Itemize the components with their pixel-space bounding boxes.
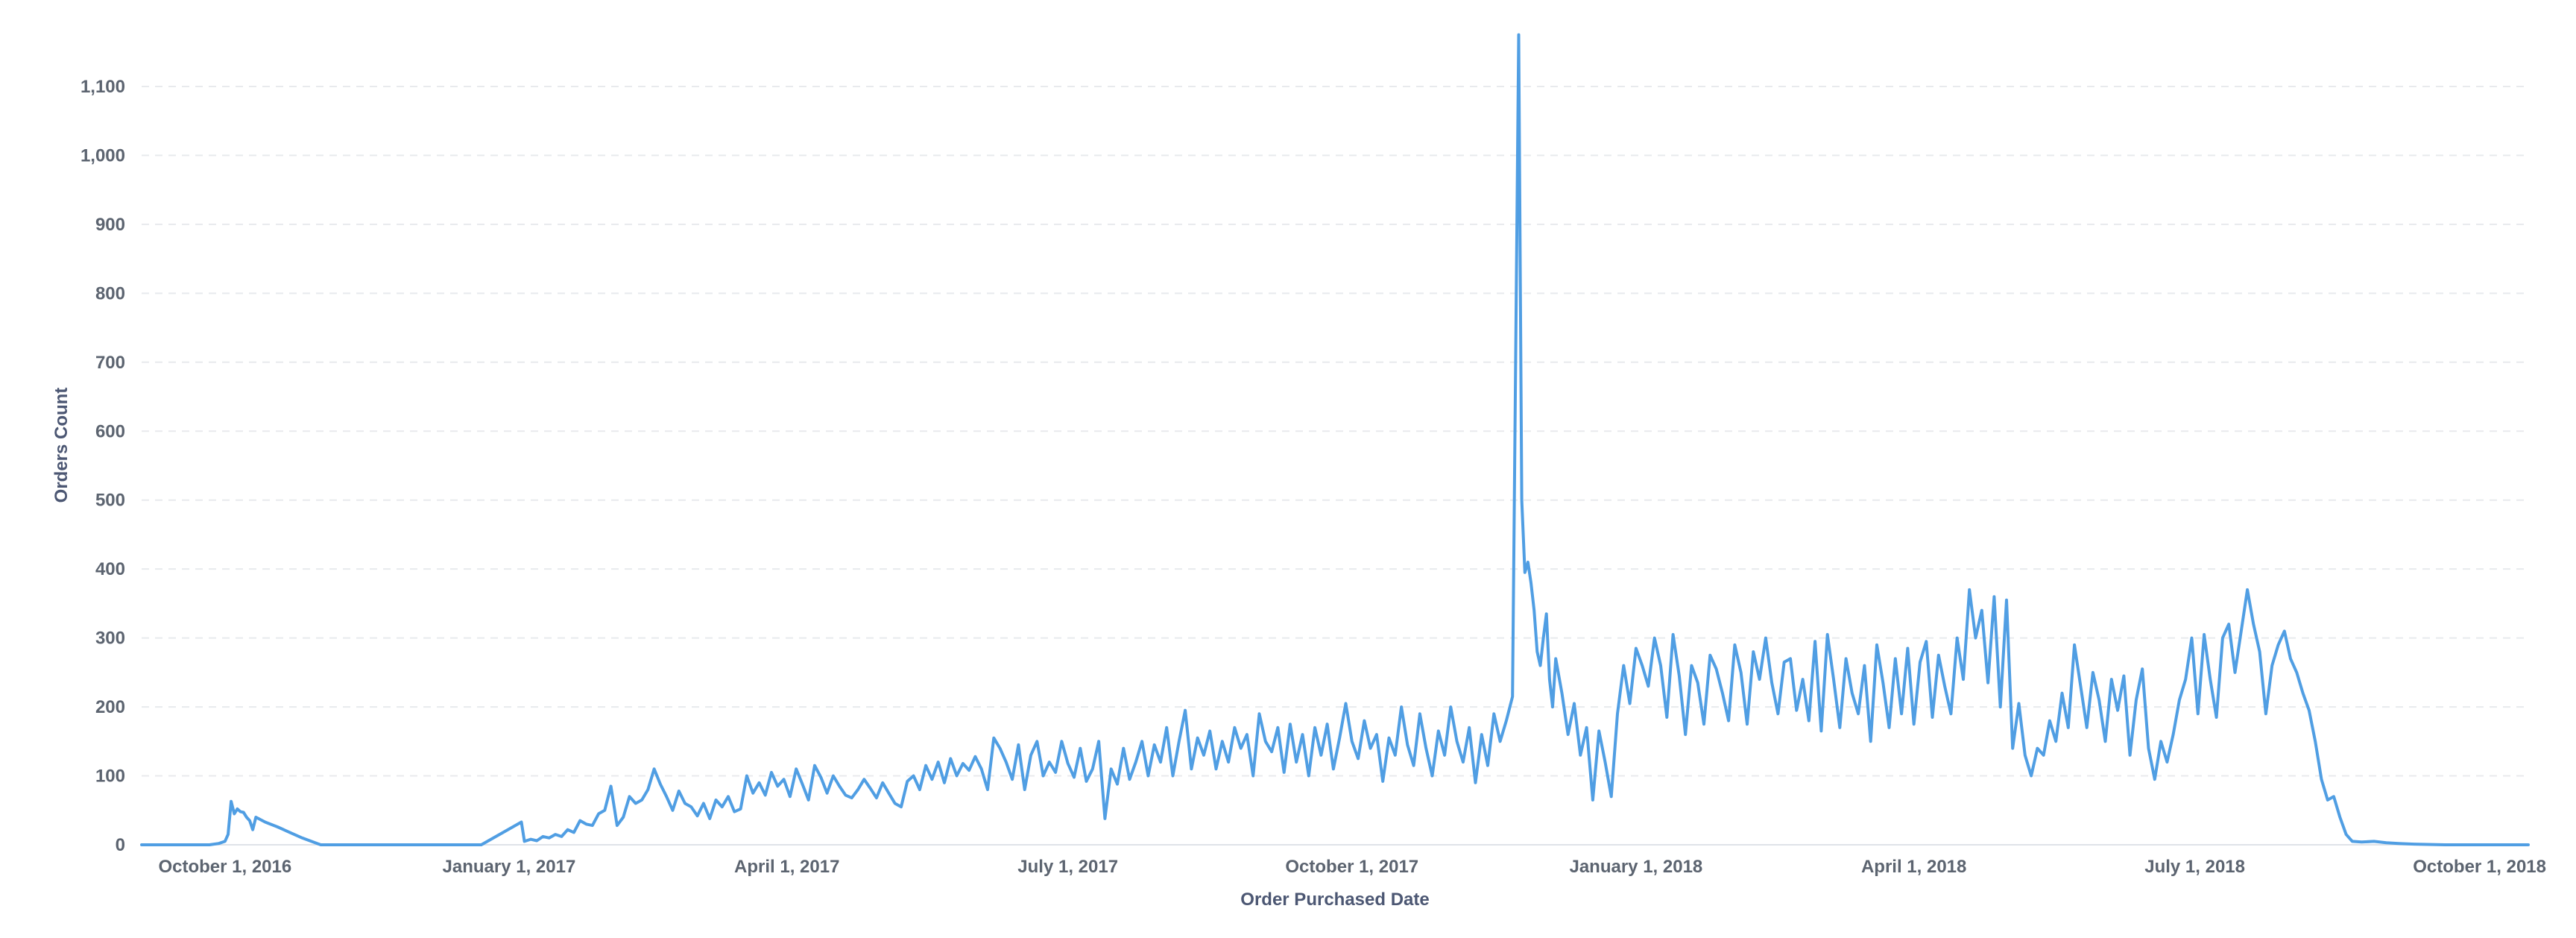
series-line	[140, 33, 2530, 846]
y-tick-label: 0	[116, 835, 125, 855]
y-tick-label: 900	[95, 215, 125, 235]
x-axis-title: Order Purchased Date	[1240, 890, 1429, 910]
y-tick-label: 600	[95, 421, 125, 441]
y-tick-label: 300	[95, 629, 125, 649]
x-tick-label: October 1, 2017	[1285, 857, 1418, 877]
y-tick-label: 200	[95, 697, 125, 717]
y-tick-label: 1,100	[80, 77, 125, 97]
x-tick-label: July 1, 2017	[1017, 857, 1118, 877]
x-tick-label: January 1, 2018	[1569, 857, 1702, 877]
y-tick-label: 400	[95, 559, 125, 579]
y-tick-label: 800	[95, 283, 125, 303]
y-tick-label: 1,000	[80, 145, 125, 166]
x-tick-label: October 1, 2016	[158, 857, 291, 877]
x-tick-label: January 1, 2017	[443, 857, 576, 877]
x-tick-label: April 1, 2018	[1861, 857, 1966, 877]
y-tick-label: 500	[95, 491, 125, 511]
x-axis-ticks: October 1, 2016 January 1, 2017 April 1, 2…	[158, 857, 2546, 877]
y-tick-label: 100	[95, 767, 125, 787]
y-tick-label: 700	[95, 353, 125, 373]
x-tick-label: July 1, 2018	[2144, 857, 2245, 877]
x-tick-label: October 1, 2018	[2413, 857, 2546, 877]
y-axis-ticks: 0 100 200 300 400 500 600 700 800 900 1,000 1,100	[80, 77, 125, 855]
series-layer	[140, 33, 2530, 846]
gridlines	[142, 85, 2528, 846]
y-axis-title: Orders Count	[51, 388, 72, 503]
x-tick-label: April 1, 2017	[734, 857, 839, 877]
